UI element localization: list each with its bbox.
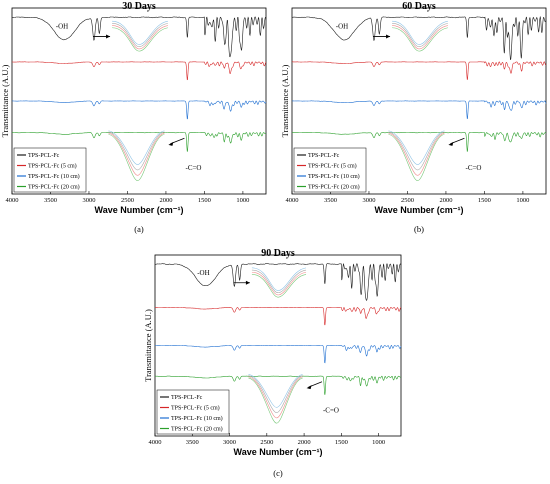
inset-ch-line-1 bbox=[251, 267, 307, 291]
legend-entry: TPS-PCL-Fc (5 cm) bbox=[28, 163, 77, 170]
x-tick-label: 1500 bbox=[478, 197, 491, 204]
spectrum-line-4 bbox=[292, 132, 547, 152]
co-annotation: -C=O bbox=[465, 164, 481, 172]
x-tick-label: 2000 bbox=[298, 439, 311, 446]
inset-ch-line-4 bbox=[392, 27, 448, 52]
spectrum-line-3 bbox=[12, 100, 267, 120]
co-annotation: -C=O bbox=[185, 164, 201, 172]
x-tick-label: 3500 bbox=[186, 439, 199, 446]
inset-arrow-head bbox=[245, 280, 250, 285]
spectrum-line-1 bbox=[291, 15, 547, 60]
legend-entry: TPS-PCL-Fc (20 cm) bbox=[308, 184, 360, 191]
x-tick-label: 1500 bbox=[198, 197, 211, 204]
legend-entry: TPS-PCL-Fc (10 cm) bbox=[28, 173, 80, 180]
spectrum-line-1 bbox=[155, 262, 402, 301]
chart-panel-1: 30 Days 4000 3500 3000 2500 2000 1500 1000 Wave … bbox=[0, 1, 267, 234]
oh-annotation: -OH bbox=[56, 22, 68, 30]
inset-co-line-4 bbox=[108, 134, 165, 182]
inset-co-line-3 bbox=[248, 376, 303, 419]
x-tick-label: 3500 bbox=[44, 197, 57, 204]
spectrum-line-4 bbox=[12, 132, 267, 152]
x-tick-label: 3000 bbox=[362, 197, 375, 204]
inset-ch-line-2 bbox=[251, 269, 307, 293]
legend-entry: TPS-PCL-Fc (20 cm) bbox=[28, 184, 80, 191]
spectrum-line-3 bbox=[292, 100, 547, 119]
y-axis-label: Transmittance (A.U.) bbox=[0, 65, 10, 138]
legend-entry: TPS-PCL-Fc (20 cm) bbox=[171, 426, 223, 433]
x-tick-label: 2500 bbox=[401, 197, 414, 204]
oh-annotation: -OH bbox=[336, 22, 348, 30]
legend-entry: TPS-PCL-Fc bbox=[308, 153, 340, 159]
oh-annotation: -OH bbox=[197, 269, 209, 277]
chart-title: 90 Days bbox=[261, 248, 295, 259]
co-annotation: -C=O bbox=[323, 406, 339, 414]
x-axis-label: Wave Number (cm⁻¹) bbox=[375, 205, 464, 215]
spectrum-line-2 bbox=[12, 61, 267, 81]
x-tick-label: 2000 bbox=[439, 197, 452, 204]
co-inset-arrow-head bbox=[168, 141, 174, 146]
x-tick-label: 2500 bbox=[260, 439, 273, 446]
x-tick-label: 4000 bbox=[149, 439, 162, 446]
inset-ch-line-3 bbox=[392, 25, 448, 50]
x-tick-label: 1000 bbox=[236, 197, 249, 204]
inset-arrow-head bbox=[106, 34, 111, 39]
legend-entry: TPS-PCL-Fc (5 cm) bbox=[308, 163, 357, 170]
inset-ch-line-2 bbox=[112, 23, 168, 47]
inset-ch-line-2 bbox=[392, 23, 448, 47]
x-tick-label: 3500 bbox=[324, 197, 337, 204]
spectrum-line-4 bbox=[155, 375, 402, 395]
co-inset-arrow-head bbox=[306, 385, 312, 390]
inset-arrow-head bbox=[386, 34, 391, 39]
inset-co-line-1 bbox=[388, 130, 445, 165]
y-axis-label: Transmittance (A.U.) bbox=[280, 65, 290, 138]
co-inset-arrow-head bbox=[448, 141, 454, 146]
legend-entry: TPS-PCL-Fc (10 cm) bbox=[308, 173, 360, 180]
x-tick-label: 2500 bbox=[121, 197, 134, 204]
legend-entry: TPS-PCL-Fc (5 cm) bbox=[171, 405, 220, 412]
inset-co-line-3 bbox=[108, 132, 165, 176]
chart-title: 30 Days bbox=[122, 1, 156, 12]
spectrum-line-2 bbox=[292, 61, 547, 80]
inset-ch-line-1 bbox=[392, 20, 448, 45]
inset-co-line-4 bbox=[248, 377, 303, 424]
x-axis-label: Wave Number (cm⁻¹) bbox=[234, 447, 323, 457]
y-axis-label: Transmittance (A.U.) bbox=[143, 309, 153, 382]
spectrum-line-3 bbox=[155, 345, 402, 364]
chart-panel-3: 90 Days 4000 3500 3000 2500 2000 1500 1000 Wave … bbox=[143, 248, 402, 478]
inset-ch-line-4 bbox=[251, 274, 307, 298]
inset-ch-line-4 bbox=[112, 27, 168, 52]
x-tick-label: 1000 bbox=[516, 197, 529, 204]
chart-title: 60 Days bbox=[402, 1, 436, 12]
spectrum-line-1 bbox=[11, 16, 267, 58]
inset-co-line-2 bbox=[388, 131, 445, 171]
legend-entry: TPS-PCL-Fc bbox=[171, 395, 203, 401]
x-tick-label: 4000 bbox=[286, 197, 299, 204]
x-tick-label: 4000 bbox=[6, 197, 19, 204]
inset-ch-line-1 bbox=[112, 20, 168, 45]
x-tick-label: 1500 bbox=[335, 439, 348, 446]
legend-box bbox=[293, 147, 367, 193]
inset-co-line-1 bbox=[108, 130, 165, 165]
panel-caption: (b) bbox=[414, 224, 424, 234]
inset-ch-line-3 bbox=[112, 25, 168, 50]
panel-caption: (c) bbox=[273, 468, 283, 478]
x-tick-label: 1000 bbox=[372, 439, 385, 446]
inset-co-line-1 bbox=[248, 374, 303, 408]
legend-entry: TPS-PCL-Fc (10 cm) bbox=[171, 415, 223, 422]
panel-caption: (a) bbox=[134, 224, 144, 234]
legend-entry: TPS-PCL-Fc bbox=[28, 153, 60, 159]
inset-co-line-3 bbox=[388, 132, 445, 176]
spectrum-line-2 bbox=[155, 306, 401, 326]
x-tick-label: 3000 bbox=[223, 439, 236, 446]
inset-co-line-4 bbox=[388, 134, 445, 182]
x-axis-label: Wave Number (cm⁻¹) bbox=[95, 205, 184, 215]
inset-ch-line-3 bbox=[251, 271, 307, 296]
x-tick-label: 2000 bbox=[159, 197, 172, 204]
inset-co-line-2 bbox=[108, 131, 165, 171]
chart-panel-2: 60 Days 4000 3500 3000 2500 2000 1500 1000 Wave … bbox=[280, 1, 547, 234]
inset-co-line-2 bbox=[248, 375, 303, 413]
x-tick-label: 3000 bbox=[82, 197, 95, 204]
